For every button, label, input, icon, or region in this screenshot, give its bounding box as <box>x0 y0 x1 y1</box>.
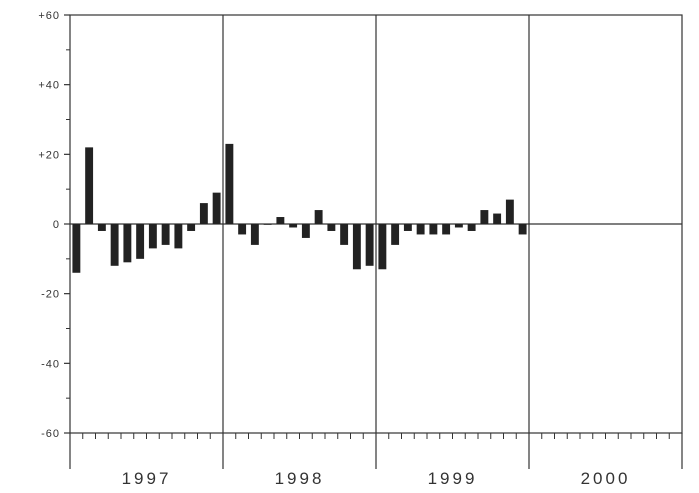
data-bar <box>442 224 451 235</box>
data-bar <box>352 224 361 270</box>
data-bar <box>493 213 502 224</box>
data-bar <box>454 224 463 228</box>
data-bar <box>518 224 527 235</box>
data-bar <box>148 224 157 249</box>
data-bar <box>250 224 259 245</box>
data-bar <box>340 224 349 245</box>
data-bar <box>276 217 285 224</box>
y-tick-label: +40 <box>38 80 60 92</box>
y-axis-ticks: +60 +40 +20 0 -20 -40 -60 <box>38 10 70 440</box>
data-bar <box>505 199 514 224</box>
data-bar <box>97 224 106 231</box>
y-tick-label: -40 <box>41 358 60 370</box>
data-bar <box>110 224 119 266</box>
year-dividers <box>69 15 683 469</box>
bar-series <box>72 143 527 273</box>
data-bar <box>314 210 323 224</box>
data-bar <box>161 224 170 245</box>
data-bar <box>238 224 247 235</box>
data-bar <box>416 224 425 235</box>
data-bar <box>225 143 234 224</box>
data-bar <box>199 203 208 224</box>
year-labels: 1997 1998 1999 2000 <box>122 469 631 488</box>
x-axis-ticks <box>82 433 670 439</box>
data-bar <box>187 224 196 231</box>
y-tick-label: -60 <box>41 428 60 440</box>
data-bar <box>212 192 221 224</box>
data-bar <box>136 224 145 259</box>
data-bar <box>403 224 412 231</box>
data-bar <box>289 224 298 228</box>
data-bar <box>391 224 400 245</box>
data-bar <box>327 224 336 231</box>
data-bar <box>378 224 387 270</box>
x-year-label: 2000 <box>581 469 631 488</box>
data-bar <box>263 224 272 225</box>
x-year-label: 1998 <box>275 469 325 488</box>
y-tick-label: 0 <box>53 219 60 231</box>
data-bar <box>429 224 438 235</box>
data-bar <box>365 224 374 266</box>
data-bar <box>85 147 94 224</box>
y-tick-label: -20 <box>41 289 60 301</box>
data-bar <box>72 224 81 273</box>
y-tick-label: +60 <box>38 10 60 22</box>
data-bar <box>123 224 132 263</box>
data-bar <box>467 224 476 231</box>
data-bar <box>174 224 183 249</box>
x-year-label: 1999 <box>428 469 478 488</box>
data-bar <box>480 210 489 224</box>
x-year-label: 1997 <box>122 469 172 488</box>
y-tick-label: +20 <box>38 149 60 161</box>
data-bar <box>301 224 310 238</box>
